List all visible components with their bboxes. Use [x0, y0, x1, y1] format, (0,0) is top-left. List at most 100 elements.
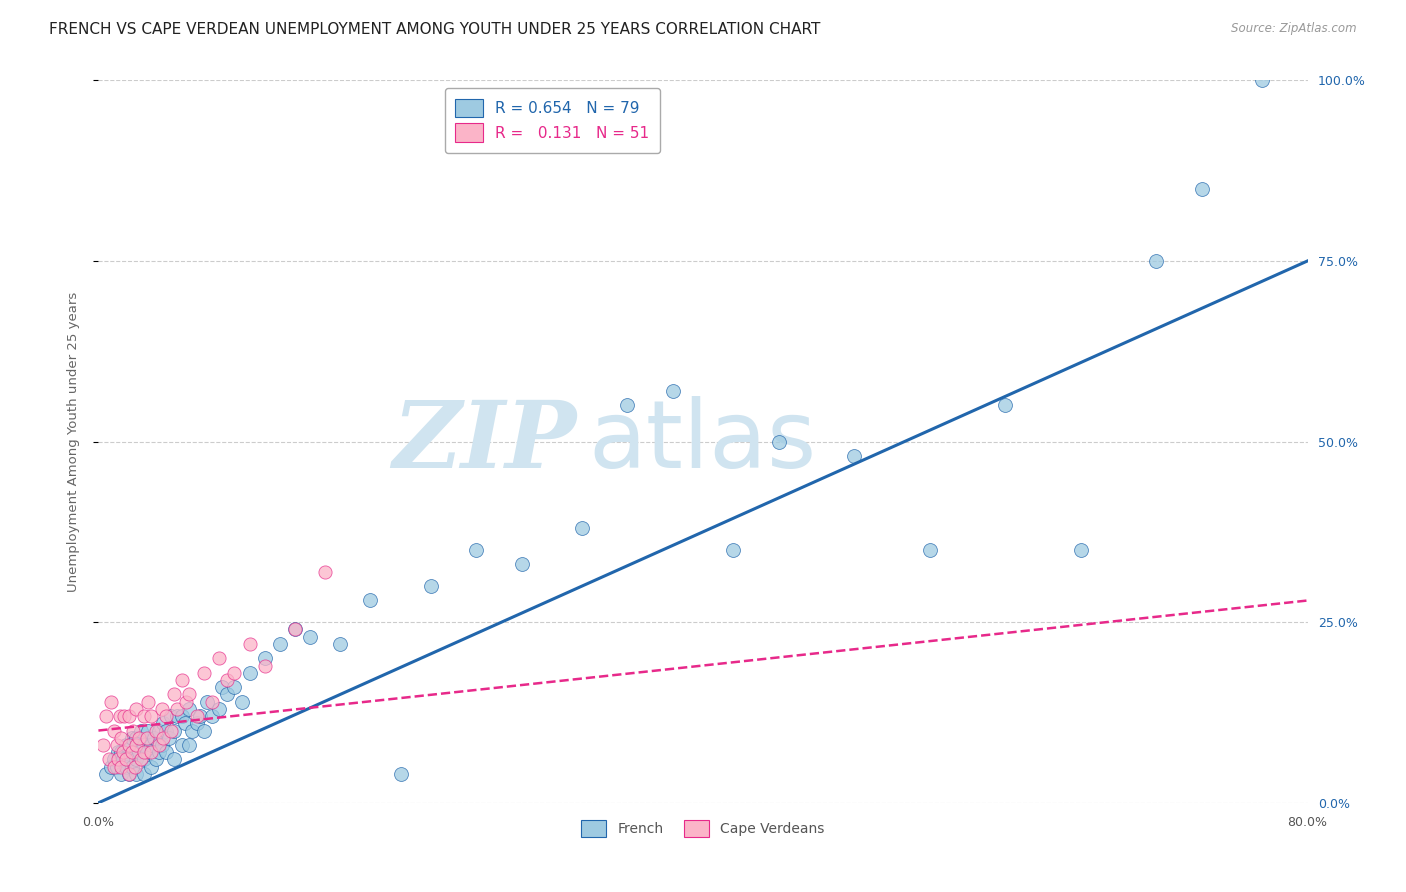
Point — [145, 752, 167, 766]
Point — [170, 709, 193, 723]
Point — [166, 709, 188, 723]
Point — [129, 723, 152, 738]
Point — [163, 752, 186, 766]
Point — [132, 767, 155, 781]
Point — [114, 738, 136, 752]
Point — [128, 731, 150, 745]
Point — [132, 709, 155, 723]
Point — [269, 637, 291, 651]
Point — [768, 434, 790, 449]
Point — [188, 709, 211, 723]
Point — [173, 716, 195, 731]
Point — [224, 680, 246, 694]
Point — [723, 542, 745, 557]
Point — [155, 723, 177, 738]
Point — [179, 702, 201, 716]
Point — [103, 723, 125, 738]
Point — [170, 738, 193, 752]
Point — [122, 723, 145, 738]
Point — [170, 673, 193, 687]
Point — [844, 449, 866, 463]
Y-axis label: Unemployment Among Youth under 25 years: Unemployment Among Youth under 25 years — [67, 292, 80, 591]
Point — [329, 637, 352, 651]
Point — [253, 658, 276, 673]
Point — [193, 723, 215, 738]
Point — [918, 542, 941, 557]
Point — [103, 752, 125, 766]
Point — [253, 651, 276, 665]
Point — [1251, 73, 1274, 87]
Point — [160, 723, 183, 738]
Point — [299, 630, 322, 644]
Point — [135, 731, 157, 745]
Point — [98, 752, 121, 766]
Point — [136, 723, 159, 738]
Point — [284, 623, 307, 637]
Point — [143, 731, 166, 745]
Point — [125, 738, 148, 752]
Point — [193, 665, 215, 680]
Point — [179, 687, 201, 701]
Point — [107, 752, 129, 766]
Point — [125, 731, 148, 745]
Point — [124, 760, 146, 774]
Point — [201, 709, 224, 723]
Point — [179, 738, 201, 752]
Point — [160, 709, 183, 723]
Point — [1144, 253, 1167, 268]
Point — [231, 695, 253, 709]
Point — [128, 745, 150, 759]
Point — [174, 695, 197, 709]
Point — [148, 738, 170, 752]
Point — [132, 752, 155, 766]
Point — [211, 680, 233, 694]
Point — [208, 702, 231, 716]
Point — [284, 623, 307, 637]
Point — [661, 384, 683, 398]
Point — [118, 752, 141, 766]
Point — [239, 665, 262, 680]
Point — [148, 745, 170, 759]
Point — [105, 760, 128, 774]
Point — [148, 723, 170, 738]
Point — [1070, 542, 1092, 557]
Point — [107, 745, 129, 759]
Point — [141, 738, 163, 752]
Point — [150, 702, 173, 716]
Point — [118, 767, 141, 781]
Point — [111, 745, 134, 759]
Point — [105, 738, 128, 752]
Point — [135, 745, 157, 759]
Point — [186, 709, 208, 723]
Point — [420, 579, 443, 593]
Point — [195, 695, 218, 709]
Point — [616, 398, 638, 412]
Point — [186, 716, 208, 731]
Legend: French, Cape Verdeans: French, Cape Verdeans — [575, 814, 831, 843]
Point — [155, 745, 177, 759]
Point — [121, 731, 143, 745]
Point — [389, 767, 412, 781]
Point — [125, 767, 148, 781]
Point — [314, 565, 336, 579]
Point — [118, 738, 141, 752]
Point — [121, 745, 143, 759]
Point — [1191, 182, 1213, 196]
Point — [163, 723, 186, 738]
Point — [118, 767, 141, 781]
Point — [136, 695, 159, 709]
Point — [112, 709, 135, 723]
Point — [465, 542, 488, 557]
Point — [145, 723, 167, 738]
Point — [125, 752, 148, 766]
Point — [994, 398, 1017, 412]
Point — [510, 558, 533, 572]
Point — [132, 738, 155, 752]
Point — [108, 709, 131, 723]
Point — [360, 593, 382, 607]
Point — [155, 709, 177, 723]
Point — [118, 738, 141, 752]
Point — [208, 651, 231, 665]
Point — [110, 760, 132, 774]
Point — [181, 723, 204, 738]
